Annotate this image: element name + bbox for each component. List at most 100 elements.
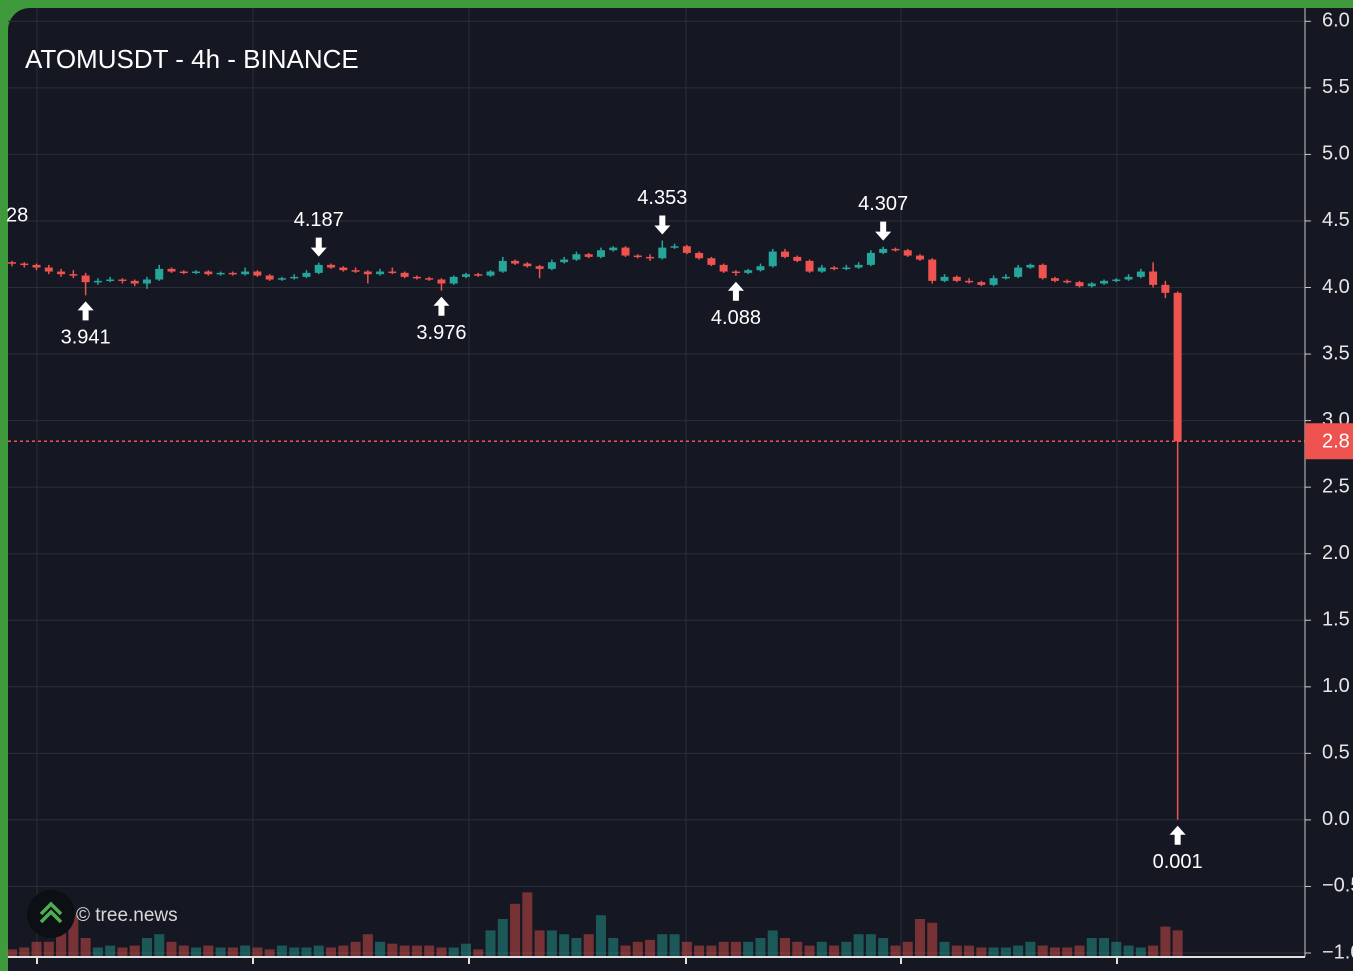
volume-bar — [1013, 945, 1024, 957]
volume-bar — [939, 941, 950, 957]
volume-bar — [80, 938, 91, 957]
candle-body — [241, 271, 250, 275]
volume-bar — [951, 945, 962, 957]
volume-bar — [718, 941, 729, 957]
y-tick-label: 3.5 — [1322, 342, 1350, 364]
volume-bar — [976, 947, 987, 957]
volume-bar — [902, 941, 913, 957]
volume-bar — [1111, 941, 1122, 957]
volume-bar — [1037, 945, 1048, 957]
candle-body — [646, 256, 655, 259]
time-grid — [36, 8, 1118, 957]
volume-bars — [7, 892, 1183, 957]
candle-body — [265, 275, 274, 280]
price-grid — [8, 20, 1305, 954]
candle-body — [928, 259, 937, 281]
candle-body — [793, 256, 802, 261]
volume-bar — [1172, 930, 1183, 957]
candle-body — [204, 271, 213, 275]
candle-body — [339, 267, 348, 271]
volume-bar — [632, 941, 643, 957]
volume-bar — [191, 947, 202, 957]
volume-bar — [964, 945, 975, 957]
volume-bar — [105, 945, 116, 957]
volume-bar — [1025, 941, 1036, 957]
volume-bar — [411, 945, 422, 957]
high-label: 4.187 — [294, 209, 344, 231]
candle-body — [8, 262, 16, 264]
candle-body — [302, 272, 311, 277]
candle-body — [965, 280, 974, 283]
volume-bar — [129, 945, 140, 957]
volume-bar — [375, 941, 386, 957]
high-arrow — [875, 221, 892, 241]
volume-bar — [534, 930, 545, 957]
candle-body — [216, 272, 225, 275]
time-axis-ticks — [36, 957, 1118, 964]
volume-bar — [1074, 945, 1085, 957]
volume-bar — [448, 947, 459, 957]
candle-body — [388, 271, 397, 274]
volume-bar — [510, 903, 521, 957]
volume-bar — [1000, 947, 1011, 957]
volume-bar — [240, 945, 251, 957]
candle-body — [977, 282, 986, 285]
candle-body — [695, 252, 704, 259]
candle-body — [756, 266, 765, 271]
y-tick-label: 4.0 — [1322, 276, 1350, 298]
volume-bar — [252, 947, 263, 957]
volume-bar — [853, 934, 864, 957]
volume-bar — [730, 941, 741, 957]
volume-bar — [301, 947, 312, 957]
candle-body — [192, 271, 201, 274]
low-label: 3.941 — [61, 327, 111, 349]
y-tick-label: 6.0 — [1322, 10, 1350, 32]
volume-bar — [645, 939, 656, 957]
volume-bar — [154, 934, 165, 957]
candle-body — [596, 250, 605, 257]
y-tick-label: 5.5 — [1322, 76, 1350, 98]
candle-body — [130, 280, 139, 284]
candle-body — [511, 260, 520, 264]
candle-body — [719, 264, 728, 272]
candle-body — [1161, 284, 1170, 293]
candle-body — [1001, 276, 1010, 279]
candle-body — [498, 260, 507, 272]
candle-body — [891, 248, 900, 251]
candles — [8, 240, 1182, 820]
volume-bar — [289, 947, 300, 957]
volume-bar — [914, 919, 925, 957]
candle-body — [1173, 292, 1182, 442]
volume-bar — [485, 930, 496, 957]
low-arrow — [433, 296, 450, 316]
candle-body — [486, 271, 495, 276]
volume-bar — [841, 941, 852, 957]
volume-bar — [755, 938, 766, 957]
candle-body — [1112, 279, 1121, 282]
y-tick-label: 2.5 — [1322, 475, 1350, 497]
last-price-tag — [1305, 423, 1353, 460]
candle-body — [290, 276, 299, 279]
volume-bar — [865, 934, 876, 957]
candle-body — [1124, 276, 1133, 280]
volume-bar — [780, 938, 791, 957]
candle-body — [682, 246, 691, 253]
y-tick-label: 2.0 — [1322, 542, 1350, 564]
candle-body — [412, 276, 421, 279]
candle-body — [400, 272, 409, 277]
volume-bar — [326, 947, 337, 957]
volume-bar — [878, 938, 889, 957]
volume-bar — [19, 947, 30, 957]
last-price-label: 2.8 — [1322, 431, 1350, 453]
volume-bar — [583, 934, 594, 957]
candle-body — [744, 270, 753, 273]
volume-bar — [31, 941, 42, 957]
low-label: 0.001 — [1153, 851, 1203, 873]
volume-bar — [1148, 945, 1159, 957]
candle-body — [670, 246, 679, 248]
volume-bar — [362, 934, 373, 957]
volume-bar — [829, 945, 840, 957]
candle-body — [376, 271, 385, 275]
candle-body — [903, 250, 912, 256]
